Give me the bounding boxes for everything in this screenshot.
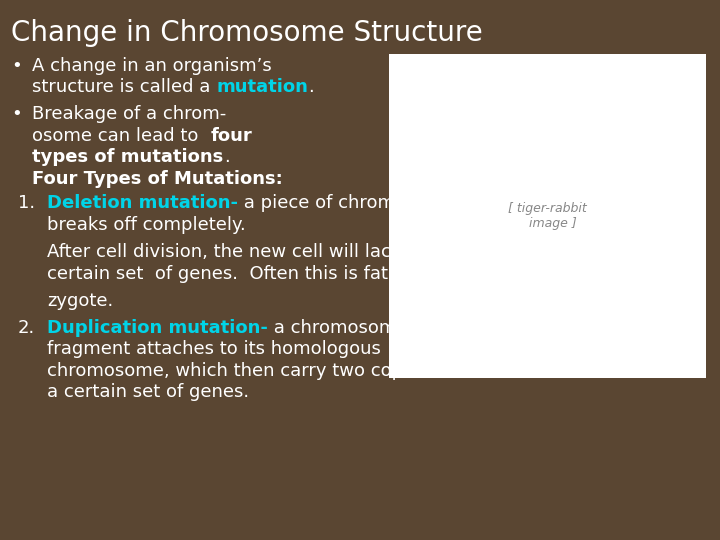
Text: A change in an organism’s: A change in an organism’s	[32, 57, 272, 75]
FancyBboxPatch shape	[389, 54, 706, 378]
Text: structure is called a: structure is called a	[32, 78, 217, 96]
Text: types of mutations: types of mutations	[32, 148, 224, 166]
Text: mutation: mutation	[217, 78, 308, 96]
Text: certain set  of genes.  Often this is fatal to the: certain set of genes. Often this is fata…	[47, 265, 463, 282]
Text: .: .	[308, 78, 314, 96]
Text: .: .	[224, 148, 230, 166]
Text: Change in Chromosome Structure: Change in Chromosome Structure	[11, 19, 482, 47]
Text: fragment attaches to its homologous: fragment attaches to its homologous	[47, 340, 381, 358]
Text: •: •	[11, 105, 22, 123]
Text: Breakage of a chrom-: Breakage of a chrom-	[32, 105, 227, 123]
Text: zygote.: zygote.	[47, 292, 113, 309]
Text: breaks off completely.: breaks off completely.	[47, 216, 246, 234]
Text: [ tiger-rabbit
   image ]: [ tiger-rabbit image ]	[508, 202, 587, 230]
Text: After cell division, the new cell will lack a: After cell division, the new cell will l…	[47, 243, 418, 261]
Text: Duplication mutation-: Duplication mutation-	[47, 319, 268, 336]
Text: Deletion mutation-: Deletion mutation-	[47, 194, 238, 212]
Text: a piece of chromosome: a piece of chromosome	[238, 194, 455, 212]
Text: Four Types of Mutations:: Four Types of Mutations:	[32, 170, 283, 188]
Text: •: •	[11, 57, 22, 75]
Text: 2.: 2.	[18, 319, 35, 336]
Text: four: four	[210, 127, 252, 145]
Text: chromosome, which then carry two copies of: chromosome, which then carry two copies …	[47, 362, 451, 380]
Text: a certain set of genes.: a certain set of genes.	[47, 383, 249, 401]
Text: a chromosome: a chromosome	[268, 319, 408, 336]
Text: 1.: 1.	[18, 194, 35, 212]
Text: osome can lead to: osome can lead to	[32, 127, 210, 145]
